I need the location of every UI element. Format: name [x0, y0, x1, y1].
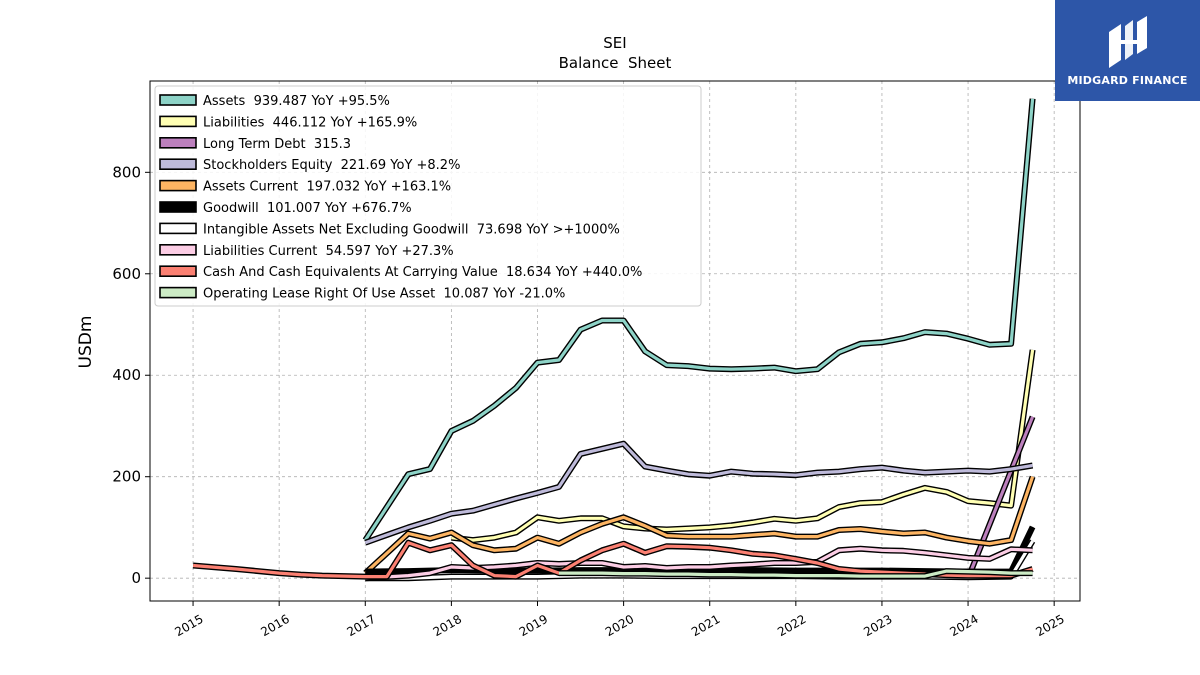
- x-tick-label: 2018: [431, 612, 464, 639]
- legend-label: Liabilities Current 54.597 YoY +27.3%: [203, 244, 454, 259]
- x-tick-label: 2019: [517, 612, 550, 639]
- legend-box: [154, 85, 702, 307]
- x-tick-label: 2017: [345, 612, 378, 639]
- x-tick-label: 2022: [775, 612, 808, 639]
- legend-label: Goodwill 101.007 YoY +676.7%: [203, 201, 412, 216]
- series-line-long-term-debt: [966, 416, 1035, 579]
- series-line-assets-current: [364, 476, 1035, 575]
- y-tick-label: 0: [131, 569, 141, 587]
- y-tick-label: 800: [112, 163, 141, 181]
- series-lines: [192, 98, 1036, 582]
- legend-swatch: [159, 286, 197, 299]
- x-tick-label: 2016: [258, 612, 291, 639]
- plot-frame: [149, 80, 1081, 602]
- midgard-finance-logo: MIDGARD FINANCE: [1055, 0, 1200, 101]
- legend-swatch: [159, 137, 197, 149]
- legend-label: Intangible Assets Net Excluding Goodwill…: [203, 222, 620, 237]
- y-tick-label: 600: [112, 265, 141, 283]
- series-line-liabilities-current: [365, 547, 1033, 580]
- legend-swatch: [159, 115, 197, 128]
- legend-label: Long Term Debt 315.3: [203, 137, 351, 152]
- midgard-logo-icon: [1108, 16, 1147, 68]
- legend-swatch: [159, 158, 197, 170]
- legend-swatch: [159, 94, 197, 106]
- y-tick-label: 400: [112, 366, 141, 384]
- x-tick-label: 2015: [172, 612, 205, 639]
- series-line-operating-lease-right-of-use-asset: [559, 569, 1033, 578]
- legend-label: Liabilities 446.112 YoY +165.9%: [203, 115, 417, 130]
- legend-label: Stockholders Equity 221.69 YoY +8.2%: [203, 158, 460, 173]
- series-line-cash-and-cash-equivalents-at-carrying-value: [192, 541, 1034, 579]
- series-line-liabilities: [451, 349, 1035, 542]
- chart-subtitle: Balance Sheet: [559, 54, 672, 72]
- legend-swatch: [159, 244, 197, 256]
- series-line-stockholders-equity: [364, 442, 1033, 545]
- legend-swatch: [159, 222, 197, 235]
- logo-text: MIDGARD FINANCE: [1067, 74, 1188, 87]
- legend-swatch: [159, 265, 197, 278]
- x-tick-label: 2025: [1033, 612, 1066, 639]
- legend-label: Operating Lease Right Of Use Asset 10.08…: [203, 287, 565, 302]
- y-tick-label: 200: [112, 468, 141, 486]
- legend-label: Assets 939.487 YoY +95.5%: [203, 94, 390, 109]
- x-tick-label: 2024: [947, 612, 980, 639]
- x-tick-label: 2020: [603, 612, 636, 639]
- legend-label: Cash And Cash Equivalents At Carrying Va…: [203, 265, 642, 280]
- x-tick-label: 2021: [689, 612, 722, 639]
- legend-label: Assets Current 197.032 YoY +163.1%: [203, 180, 451, 195]
- series-line-assets: [363, 98, 1035, 541]
- chart-title: SEI: [603, 34, 626, 52]
- y-axis-label: USDm: [76, 316, 96, 369]
- series-outline-liabilities: [451, 349, 1036, 544]
- x-tick-label: 2023: [861, 612, 894, 639]
- legend: Assets 939.487 YoY +95.5% Liabilities 446…: [154, 85, 702, 307]
- legend-swatch: [159, 179, 197, 192]
- legend-swatch: [159, 201, 197, 213]
